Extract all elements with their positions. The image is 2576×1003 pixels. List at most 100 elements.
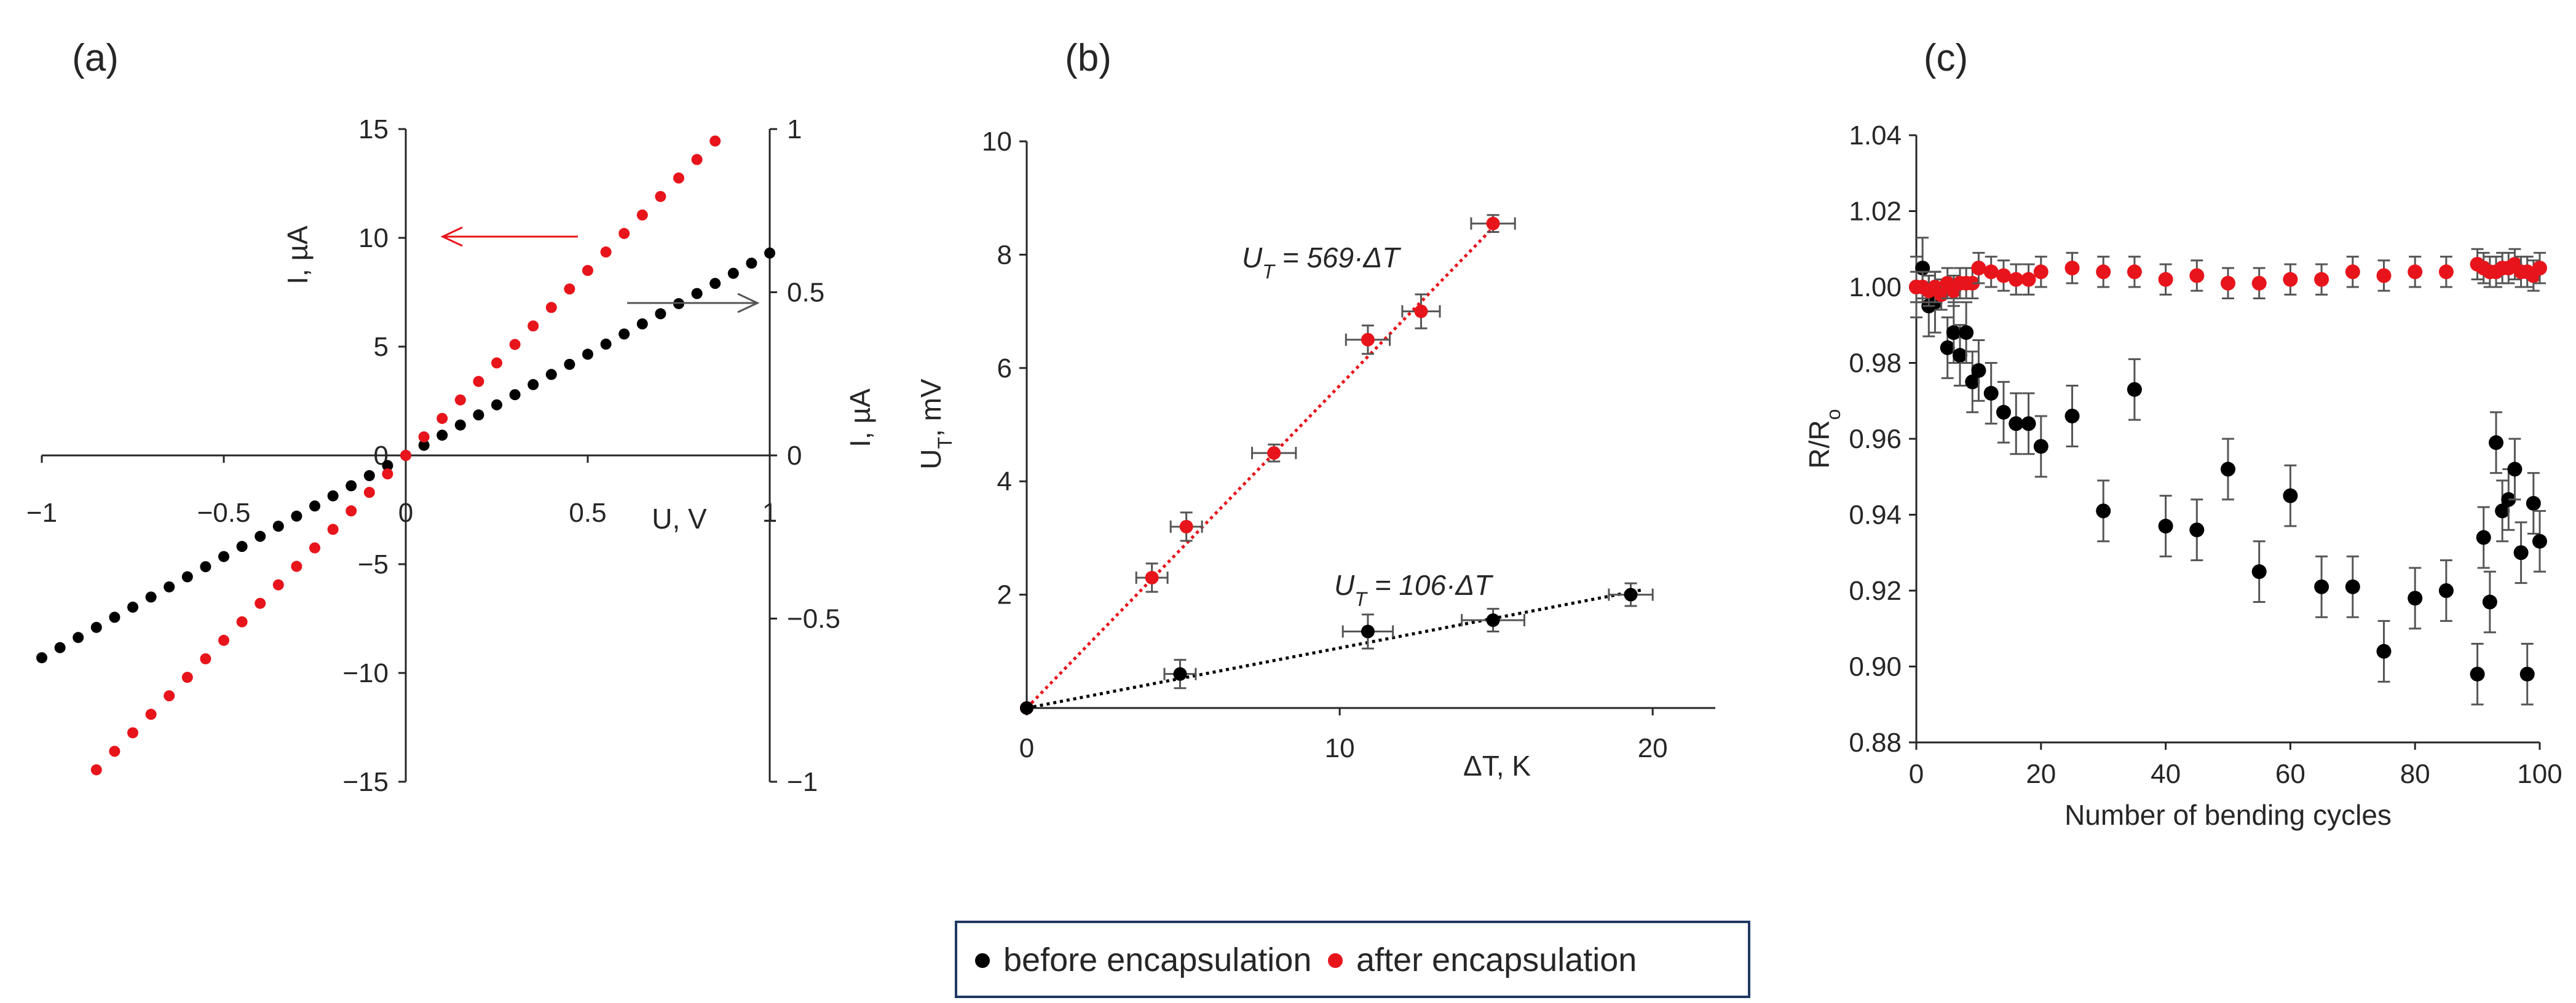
c-point-before-11	[1996, 404, 2011, 420]
a-point-before-9	[200, 561, 211, 573]
c-point-after-20	[2189, 268, 2205, 283]
b-fit-label-after-main: U	[1242, 242, 1263, 273]
c-point-after-11	[1983, 264, 1999, 280]
a-point-before-26	[509, 389, 521, 401]
c-point-before-6	[1952, 348, 1967, 363]
a-left-y-tick-label-5: 10	[358, 223, 389, 253]
c-point-before-17	[2127, 382, 2142, 397]
c-y-axis-label-sub: o	[1822, 409, 1844, 420]
c-point-before-27	[2438, 583, 2454, 598]
b-y-axis-label-main: U	[915, 449, 947, 470]
c-point-after-21	[2221, 275, 2235, 291]
c-point-before-8	[1965, 374, 1980, 390]
c-point-before-16	[2096, 503, 2111, 519]
a-point-after-10	[272, 579, 284, 591]
c-x-tick-label-1: 20	[2026, 759, 2056, 789]
a-point-after-26	[564, 283, 575, 295]
b-y-tick-label-4: 10	[982, 127, 1012, 157]
a-point-before-16	[327, 490, 339, 502]
a-point-before-11	[236, 541, 248, 553]
a-x-axis-label: U, V	[652, 503, 707, 535]
c-point-after-28	[2438, 264, 2454, 280]
a-point-before-15	[309, 500, 320, 512]
a-point-before-17	[346, 480, 357, 492]
b-x-tick-label-0: 0	[1019, 733, 1034, 763]
a-point-after-29	[618, 227, 630, 239]
c-point-before-36	[2519, 666, 2535, 682]
b-point-after-3	[1267, 446, 1281, 460]
panel-a-label: (a)	[72, 37, 119, 79]
c-point-after-12	[1996, 268, 2011, 283]
c-x-tick-label-2: 40	[2151, 759, 2181, 789]
c-y-tick-label-1: 0.90	[1849, 652, 1902, 682]
c-point-before-37	[2526, 495, 2541, 511]
legend-marker-before	[975, 953, 990, 968]
legend-box	[955, 921, 1750, 998]
b-x-tick-label-2: 20	[1638, 733, 1668, 763]
a-point-after-20	[454, 394, 466, 406]
c-point-before-10	[1983, 385, 1999, 401]
b-y-axis-label-tail: , mV	[915, 379, 947, 437]
a-arrows	[440, 226, 760, 313]
a-point-after-9	[255, 597, 266, 609]
b-point-after-4	[1361, 332, 1375, 347]
a-point-before-38	[727, 267, 739, 279]
c-y-tick-label-3: 0.94	[1849, 500, 1902, 530]
a-point-before-33	[636, 318, 648, 330]
a-left-y-tick-label-1: −10	[342, 658, 389, 688]
a-point-before-13	[272, 521, 284, 532]
a-point-before-6	[145, 591, 157, 603]
b-x-axis-label: ΔT, K	[1463, 750, 1531, 782]
c-point-before-23	[2314, 579, 2329, 594]
a-point-before-14	[291, 510, 302, 522]
c-point-before-9	[1971, 363, 1986, 378]
a-point-before-36	[691, 288, 703, 299]
b-fit-label-before-main: U	[1334, 569, 1355, 601]
c-point-before-33	[2501, 492, 2516, 507]
a-point-before-22	[437, 430, 448, 441]
c-point-after-22	[2251, 275, 2267, 291]
a-point-after-5	[181, 672, 193, 683]
b-y-tick-label-0: 2	[997, 580, 1012, 610]
a-point-after-1	[109, 745, 121, 757]
a-point-after-3	[145, 709, 157, 720]
b-fit-label-after-tail: = 569·ΔT	[1274, 242, 1401, 273]
b-point-before-0	[1020, 701, 1033, 715]
a-left-y-tick-label-4: 5	[374, 332, 389, 362]
c-point-before-26	[2408, 591, 2423, 606]
c-point-before-30	[2482, 594, 2497, 610]
a-point-after-8	[236, 616, 248, 627]
legend-marker-after	[1328, 953, 1343, 968]
a-point-before-40	[764, 247, 775, 259]
c-point-after-25	[2345, 264, 2360, 280]
b-y-axis-label-sub: T	[934, 437, 956, 449]
c-x-tick-label-0: 0	[1909, 759, 1924, 789]
c-point-before-25	[2376, 643, 2392, 659]
a-x-tick-label-4: 1	[762, 498, 777, 528]
b-y-tick-label-3: 8	[997, 240, 1012, 270]
c-point-before-32	[2495, 503, 2510, 519]
b-point-before-2	[1361, 624, 1375, 639]
a-point-before-34	[655, 308, 666, 320]
a-point-after-0	[90, 764, 102, 776]
a-point-after-7	[218, 634, 229, 646]
a-point-after-33	[691, 154, 703, 165]
b-fit-label-before-sub: T	[1354, 588, 1368, 610]
legend-label-after: after encapsulation	[1356, 942, 1637, 978]
a-x-tick-label-2: 0	[398, 498, 413, 528]
a-point-after-13	[327, 524, 339, 535]
c-point-before-34	[2507, 462, 2523, 477]
c-y-tick-label-8: 1.04	[1849, 120, 1902, 151]
c-point-after-9	[1965, 275, 1980, 291]
a-point-after-31	[655, 191, 666, 202]
a-point-before-1	[54, 642, 66, 653]
a-arrow-right-head	[737, 293, 760, 313]
a-point-after-23	[509, 339, 521, 350]
c-point-after-23	[2283, 272, 2298, 287]
c-point-after-27	[2408, 264, 2423, 280]
a-point-before-25	[491, 399, 502, 411]
c-x-tick-label-3: 60	[2275, 759, 2305, 789]
c-point-before-4	[1940, 340, 1955, 355]
b-x-tick-label-1: 10	[1325, 733, 1355, 763]
b-y-tick-label-1: 4	[997, 466, 1012, 497]
